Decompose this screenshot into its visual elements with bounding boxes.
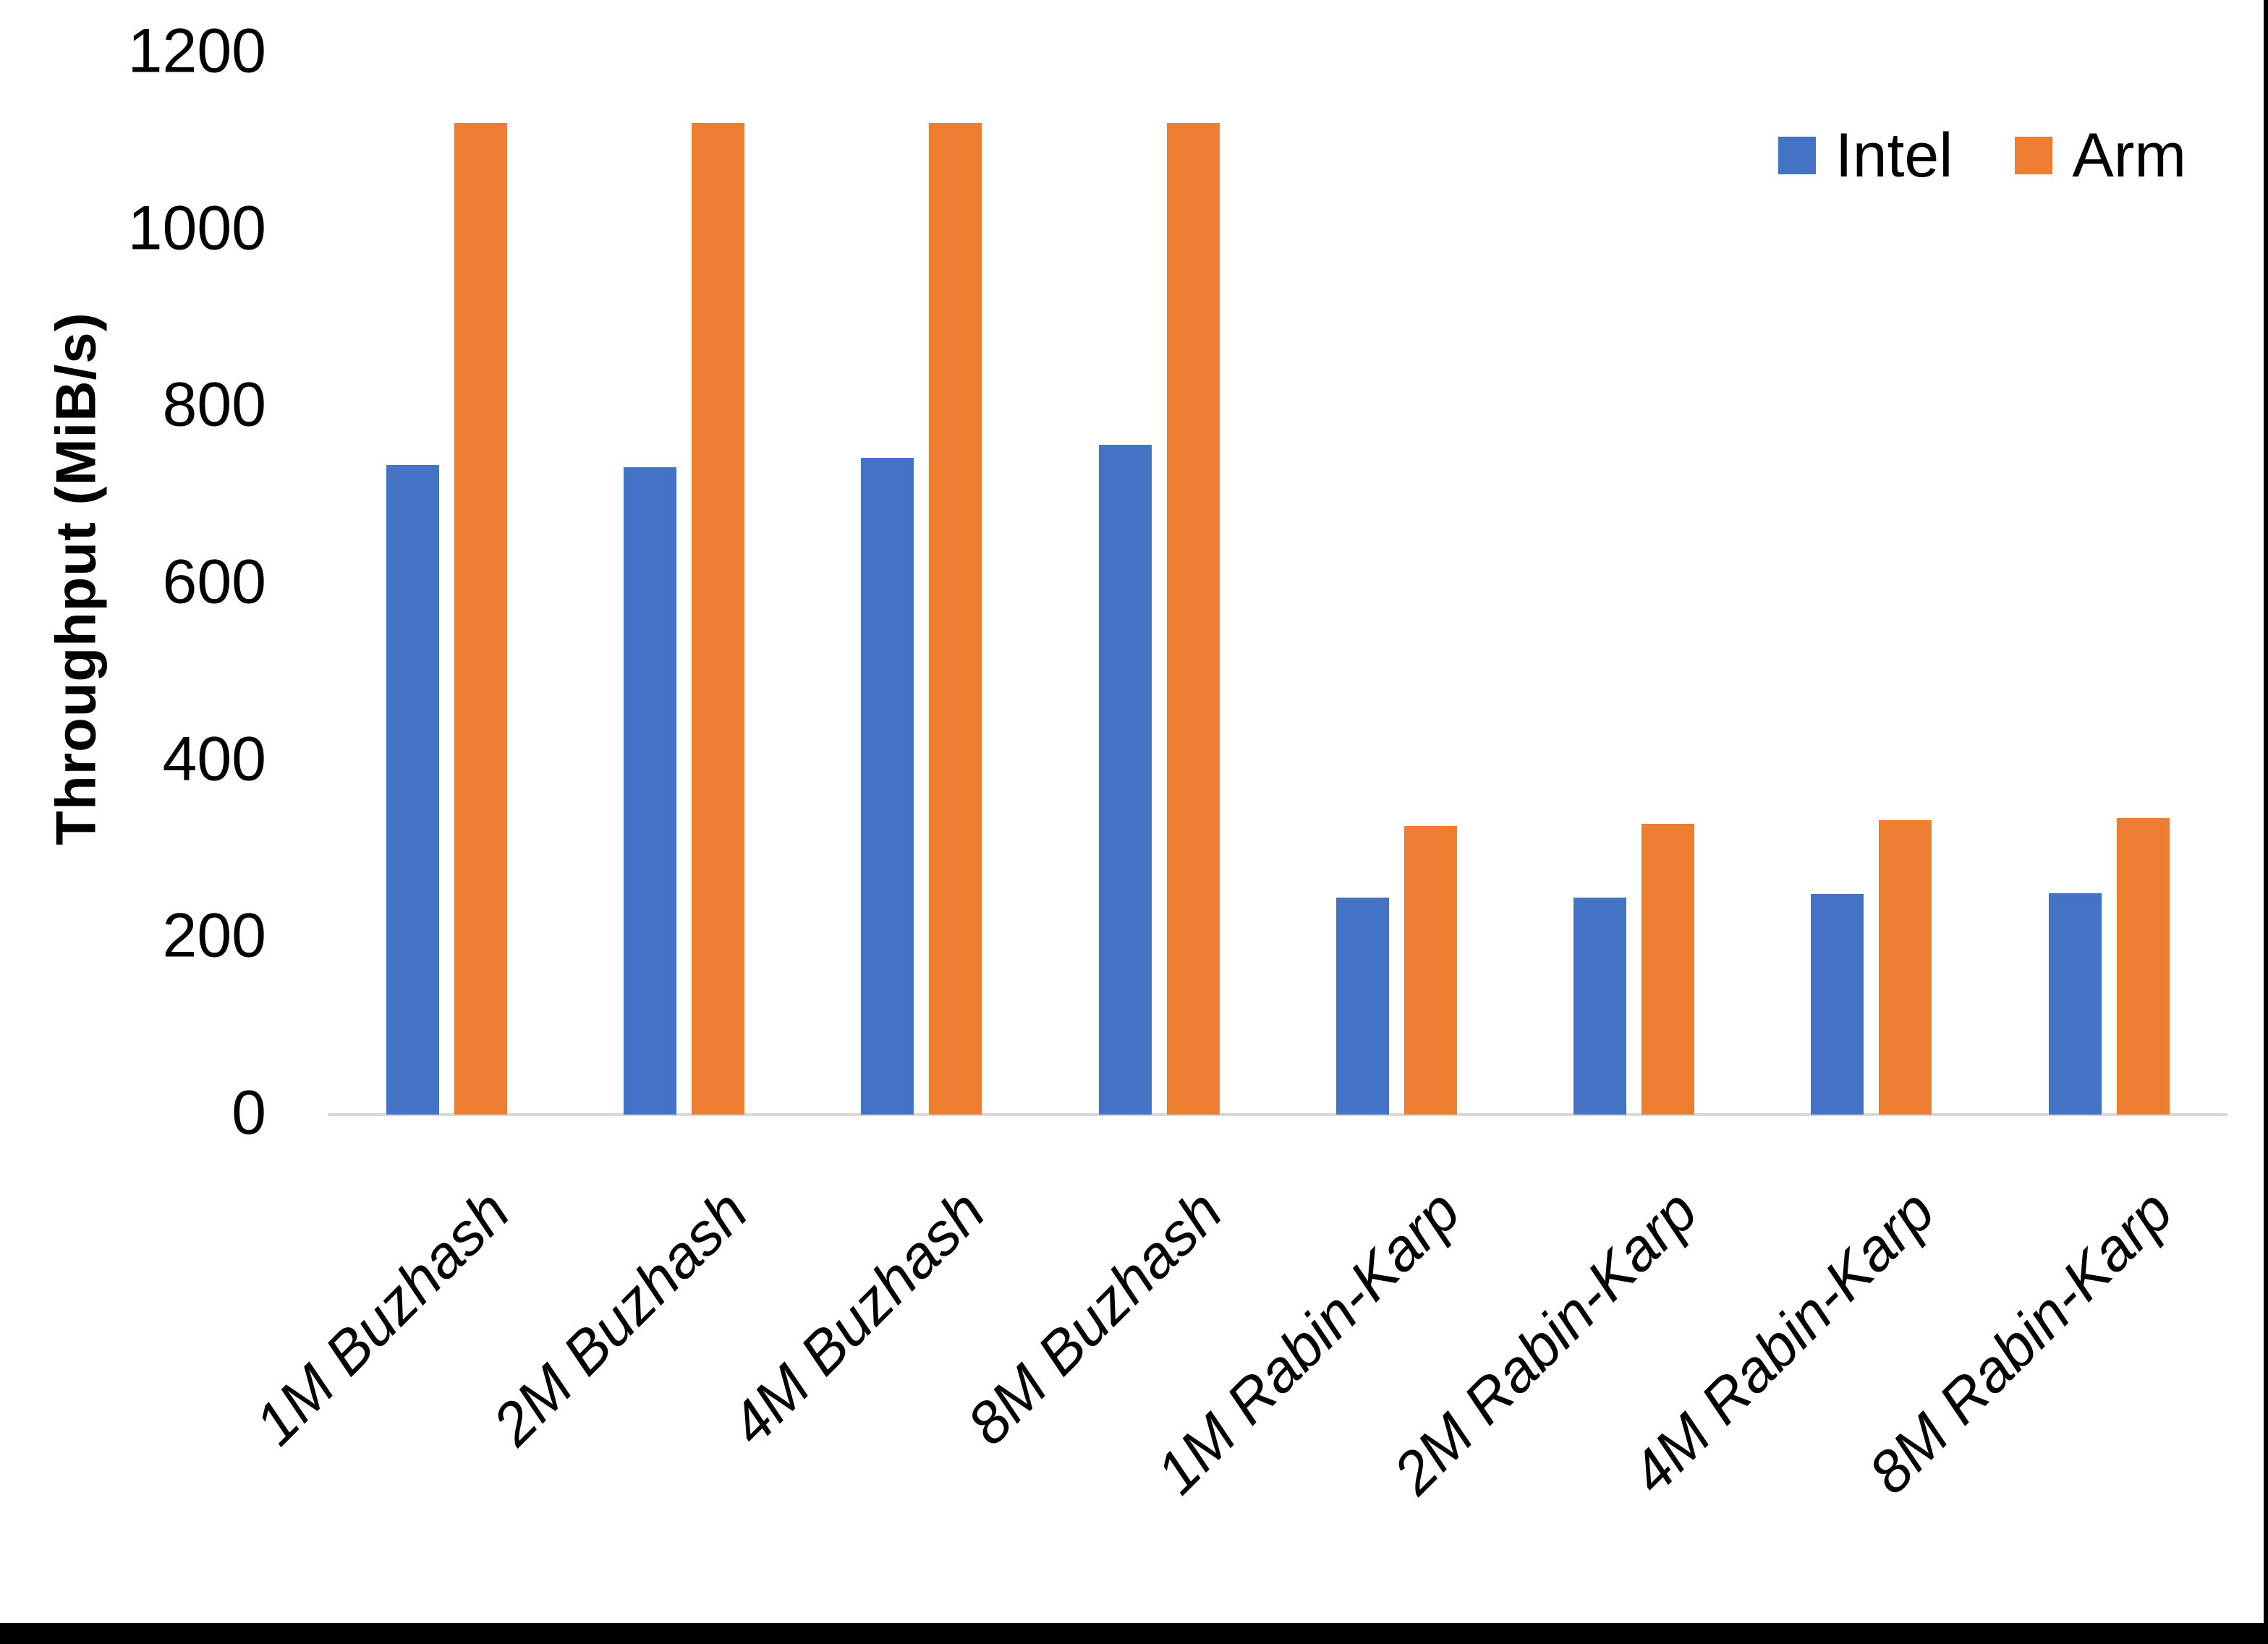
y-tick-label: 1200 (127, 16, 266, 86)
legend-item-arm: Arm (2015, 124, 2186, 187)
intel-bar-8m-buzhash (1098, 444, 1152, 1115)
arm-bar-2m-buzhash (692, 122, 745, 1115)
arm-bar-8m-rabin-karp (2116, 818, 2170, 1115)
arm-bar-1m-rabin-karp (1403, 826, 1457, 1115)
legend: Intel Arm (1778, 124, 2186, 187)
arm-series-swatch (2015, 137, 2053, 174)
intel-bar-1m-rabin-karp (1335, 898, 1389, 1115)
x-axis-line (328, 1113, 2227, 1116)
intel-bar-8m-rabin-karp (2048, 893, 2102, 1115)
legend-label-arm: Arm (2072, 121, 2186, 190)
intel-bar-4m-rabin-karp (1811, 894, 1864, 1115)
slide-right-border (2264, 0, 2268, 1644)
intel-series-swatch (1778, 137, 1816, 174)
y-tick-label: 800 (162, 370, 267, 440)
arm-bar-1m-buzhash (454, 122, 507, 1115)
intel-bar-2m-rabin-karp (1573, 898, 1627, 1115)
y-tick-label: 1000 (127, 193, 266, 263)
legend-label-intel: Intel (1835, 121, 1953, 190)
slide-bottom-border (0, 1623, 2268, 1644)
arm-bar-4m-buzhash (929, 122, 982, 1115)
x-category-label: 1M Buzhash (242, 1177, 523, 1458)
arm-bar-4m-rabin-karp (1879, 819, 1932, 1115)
intel-bar-1m-buzhash (386, 465, 439, 1115)
y-tick-label: 400 (162, 724, 267, 794)
y-tick-label: 0 (232, 1078, 266, 1148)
arm-bar-8m-buzhash (1166, 122, 1220, 1115)
x-category-label: 4M Buzhash (718, 1177, 998, 1458)
x-category-label: 2M Buzhash (480, 1177, 760, 1458)
y-tick-label: 200 (162, 900, 267, 971)
y-tick-label: 600 (162, 547, 267, 617)
legend-item-intel: Intel (1778, 124, 1953, 187)
intel-bar-4m-buzhash (861, 458, 914, 1115)
intel-bar-2m-buzhash (624, 467, 677, 1115)
arm-bar-2m-rabin-karp (1641, 823, 1695, 1115)
